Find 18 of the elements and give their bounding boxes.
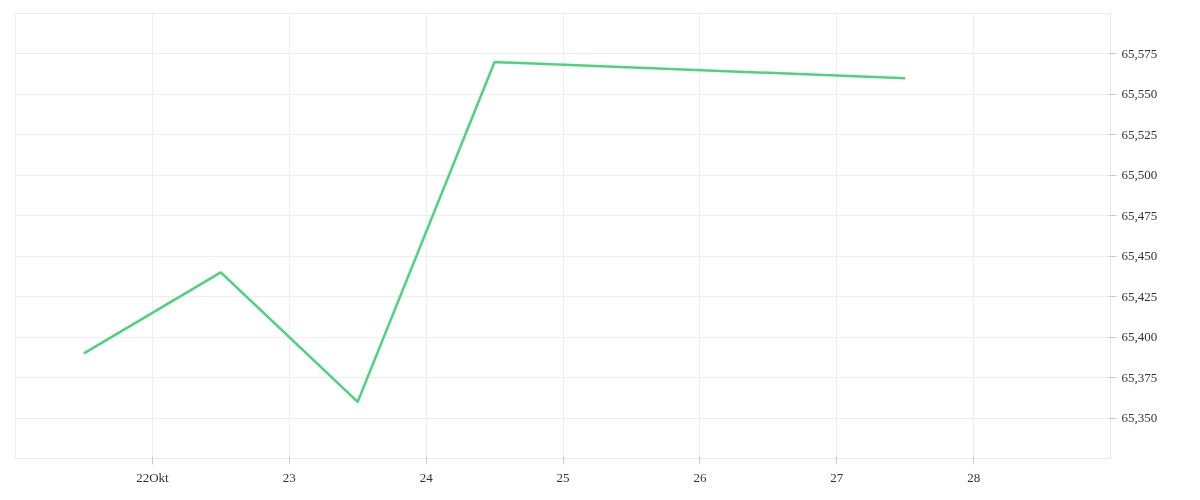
x-tick-label: 22Okt [136,469,170,485]
y-tick-label: 65,525 [1121,126,1158,142]
line-series [82,60,907,404]
y-tick-label: 65,375 [1121,369,1158,385]
x-tick-label: 25 [556,469,570,485]
x-tick-label: 23 [282,469,296,485]
x-tick-label: 26 [693,469,707,485]
x-tick-label: 27 [830,469,844,485]
y-tick-label: 65,400 [1121,329,1158,345]
y-tick-label: 65,450 [1121,248,1158,264]
x-tick-label: 24 [419,469,434,485]
y-tick-label: 65,550 [1121,86,1158,102]
y-tick-label: 65,350 [1121,410,1158,426]
x-tick-label: 28 [967,469,981,485]
y-tick-label: 65,575 [1121,45,1158,61]
y-tick-label: 65,475 [1121,207,1158,223]
y-tick-label: 65,500 [1121,167,1158,183]
y-tick-label: 65,425 [1121,288,1158,304]
